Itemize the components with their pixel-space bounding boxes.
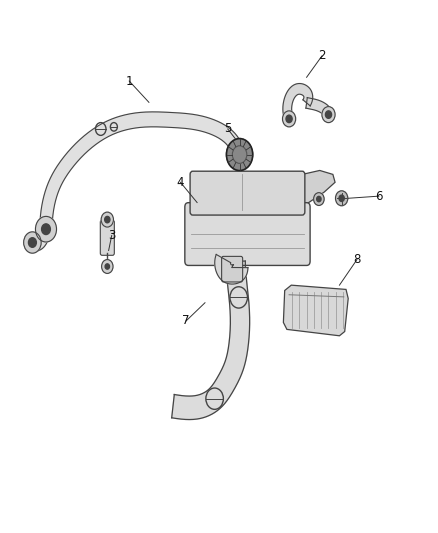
Text: 7: 7 xyxy=(182,314,190,327)
Text: 3: 3 xyxy=(108,229,115,242)
Circle shape xyxy=(35,216,57,242)
Polygon shape xyxy=(302,171,335,207)
Polygon shape xyxy=(283,285,348,336)
Circle shape xyxy=(42,224,50,235)
Text: 6: 6 xyxy=(375,190,383,203)
Circle shape xyxy=(105,264,110,269)
Text: 8: 8 xyxy=(353,253,360,266)
Circle shape xyxy=(102,260,113,273)
Circle shape xyxy=(322,107,335,123)
FancyBboxPatch shape xyxy=(100,220,114,255)
Circle shape xyxy=(101,212,113,227)
Circle shape xyxy=(286,115,292,123)
Polygon shape xyxy=(172,261,250,419)
FancyBboxPatch shape xyxy=(185,203,310,265)
Circle shape xyxy=(24,232,41,253)
Circle shape xyxy=(339,195,344,201)
Circle shape xyxy=(226,139,253,171)
Polygon shape xyxy=(40,112,243,227)
Circle shape xyxy=(317,196,321,201)
Text: 5: 5 xyxy=(224,123,231,135)
Polygon shape xyxy=(215,254,248,284)
Text: 4: 4 xyxy=(177,176,184,189)
Text: 2: 2 xyxy=(318,50,326,62)
Polygon shape xyxy=(231,152,242,161)
Polygon shape xyxy=(283,84,313,120)
Circle shape xyxy=(314,192,324,205)
Text: 1: 1 xyxy=(125,75,133,87)
FancyBboxPatch shape xyxy=(190,171,305,215)
Circle shape xyxy=(28,238,36,247)
Polygon shape xyxy=(29,226,51,251)
Circle shape xyxy=(105,216,110,223)
Circle shape xyxy=(283,111,296,127)
FancyBboxPatch shape xyxy=(222,256,243,282)
Circle shape xyxy=(336,191,348,206)
Circle shape xyxy=(325,111,332,118)
Polygon shape xyxy=(306,98,332,117)
